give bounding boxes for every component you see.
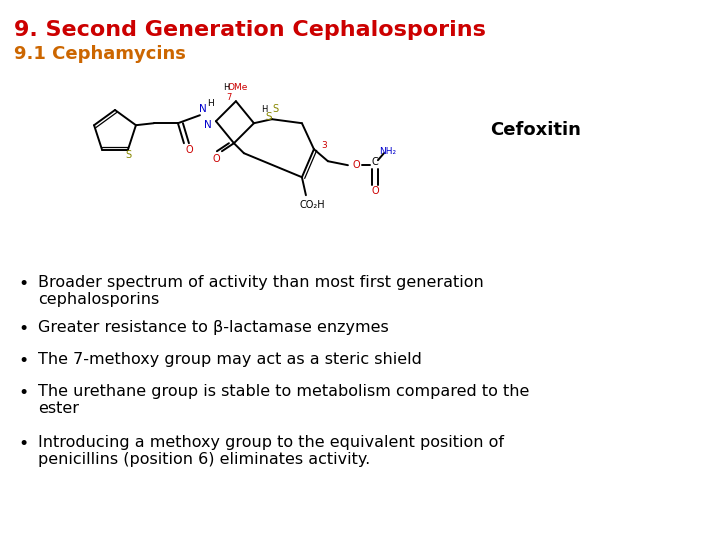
Text: H: H bbox=[207, 99, 215, 107]
Text: The 7-methoxy group may act as a steric shield: The 7-methoxy group may act as a steric … bbox=[38, 352, 422, 367]
Text: 3: 3 bbox=[321, 141, 327, 150]
Text: 9.1 Cephamycins: 9.1 Cephamycins bbox=[14, 45, 186, 63]
Text: O: O bbox=[371, 186, 379, 196]
Text: H: H bbox=[261, 105, 267, 114]
Text: •: • bbox=[18, 275, 28, 293]
Text: •: • bbox=[18, 352, 28, 370]
Text: O: O bbox=[352, 160, 360, 170]
Text: •: • bbox=[18, 320, 28, 338]
Text: •: • bbox=[18, 384, 28, 402]
Text: 7: 7 bbox=[226, 93, 232, 102]
Text: N: N bbox=[199, 104, 207, 114]
Text: Cefoxitin: Cefoxitin bbox=[490, 121, 581, 139]
Text: Introducing a methoxy group to the equivalent position of
penicillins (position : Introducing a methoxy group to the equiv… bbox=[38, 435, 504, 468]
Text: NH₂: NH₂ bbox=[379, 147, 397, 156]
Text: S: S bbox=[273, 104, 279, 114]
Text: O: O bbox=[185, 145, 193, 155]
Text: •: • bbox=[18, 435, 28, 453]
Text: Broader spectrum of activity than most first generation
cephalosporins: Broader spectrum of activity than most f… bbox=[38, 275, 484, 307]
Text: O: O bbox=[212, 154, 220, 164]
Text: CO₂H: CO₂H bbox=[299, 200, 325, 210]
Text: N: N bbox=[204, 120, 212, 130]
Text: C: C bbox=[372, 157, 378, 167]
Text: OMe: OMe bbox=[228, 83, 248, 92]
Text: The urethane group is stable to metabolism compared to the
ester: The urethane group is stable to metaboli… bbox=[38, 384, 529, 416]
Text: S: S bbox=[126, 150, 132, 160]
Text: 9. Second Generation Cephalosporins: 9. Second Generation Cephalosporins bbox=[14, 20, 486, 40]
Text: S: S bbox=[266, 112, 272, 122]
Text: Greater resistance to β-lactamase enzymes: Greater resistance to β-lactamase enzyme… bbox=[38, 320, 389, 335]
Text: H: H bbox=[222, 83, 229, 92]
